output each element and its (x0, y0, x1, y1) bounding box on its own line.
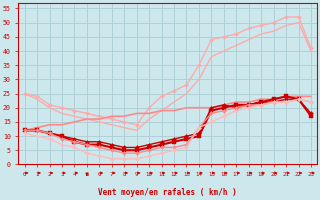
X-axis label: Vent moyen/en rafales ( km/h ): Vent moyen/en rafales ( km/h ) (99, 188, 237, 197)
